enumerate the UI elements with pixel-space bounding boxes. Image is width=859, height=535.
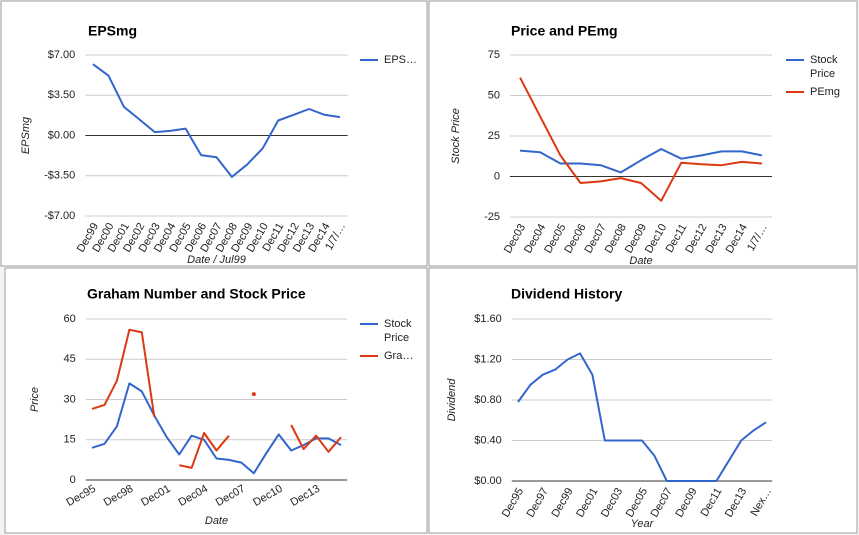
chart-title: Price and PEmg [511, 23, 618, 39]
legend-label: EPS… [384, 54, 417, 66]
y-axis-title: Stock Price [450, 108, 462, 164]
chart-title: Dividend History [511, 286, 622, 302]
data-line [517, 352, 767, 482]
panel [0, 0, 428, 267]
y-axis-title: Dividend [446, 378, 458, 422]
x-axis-title: Year [631, 518, 655, 530]
data-line [519, 77, 762, 202]
x-axis-title: Date [205, 515, 228, 527]
legend-label: PEmg [810, 86, 840, 98]
data-line [178, 432, 230, 469]
data-point [251, 392, 256, 397]
y-tick-label: -$3.50 [44, 170, 75, 182]
y-tick-label: $3.50 [48, 89, 76, 101]
y-axis-title: Price [29, 387, 41, 412]
y-tick-label: -$7.00 [44, 210, 75, 222]
legend-label: Stock Price [384, 318, 415, 344]
legend-label: Gra… [384, 350, 413, 362]
data-line [91, 382, 342, 475]
y-tick-label: $0.00 [474, 475, 502, 487]
y-tick-label: 50 [488, 89, 500, 101]
y-tick-label: $7.00 [48, 49, 76, 61]
y-tick-label: $1.20 [474, 353, 502, 365]
y-axis-title: EPSmg [20, 116, 32, 154]
data-line [290, 424, 342, 453]
y-tick-label: $0.80 [474, 394, 502, 406]
x-axis-title: Date [629, 255, 652, 267]
y-tick-label: -25 [484, 211, 500, 223]
data-line [92, 63, 341, 178]
chart-title: EPSmg [88, 23, 137, 39]
y-tick-label: $1.60 [474, 313, 502, 325]
y-tick-label: $0.40 [474, 434, 502, 446]
y-tick-label: 0 [70, 474, 76, 486]
panel [428, 0, 858, 267]
panel [4, 267, 428, 534]
data-line [91, 328, 156, 418]
y-tick-label: 45 [64, 353, 76, 365]
data-line [520, 148, 763, 174]
y-tick-label: 75 [488, 49, 500, 61]
x-axis-title: Date / Jul99 [187, 254, 246, 266]
y-tick-label: 15 [64, 434, 76, 446]
y-tick-label: $0.00 [48, 129, 76, 141]
legend-label: Stock Price [810, 54, 841, 80]
y-tick-label: 60 [64, 313, 76, 325]
chart-title: Graham Number and Stock Price [87, 286, 306, 302]
y-tick-label: 25 [488, 130, 500, 142]
y-tick-label: 0 [494, 170, 500, 182]
y-tick-label: 30 [64, 393, 76, 405]
